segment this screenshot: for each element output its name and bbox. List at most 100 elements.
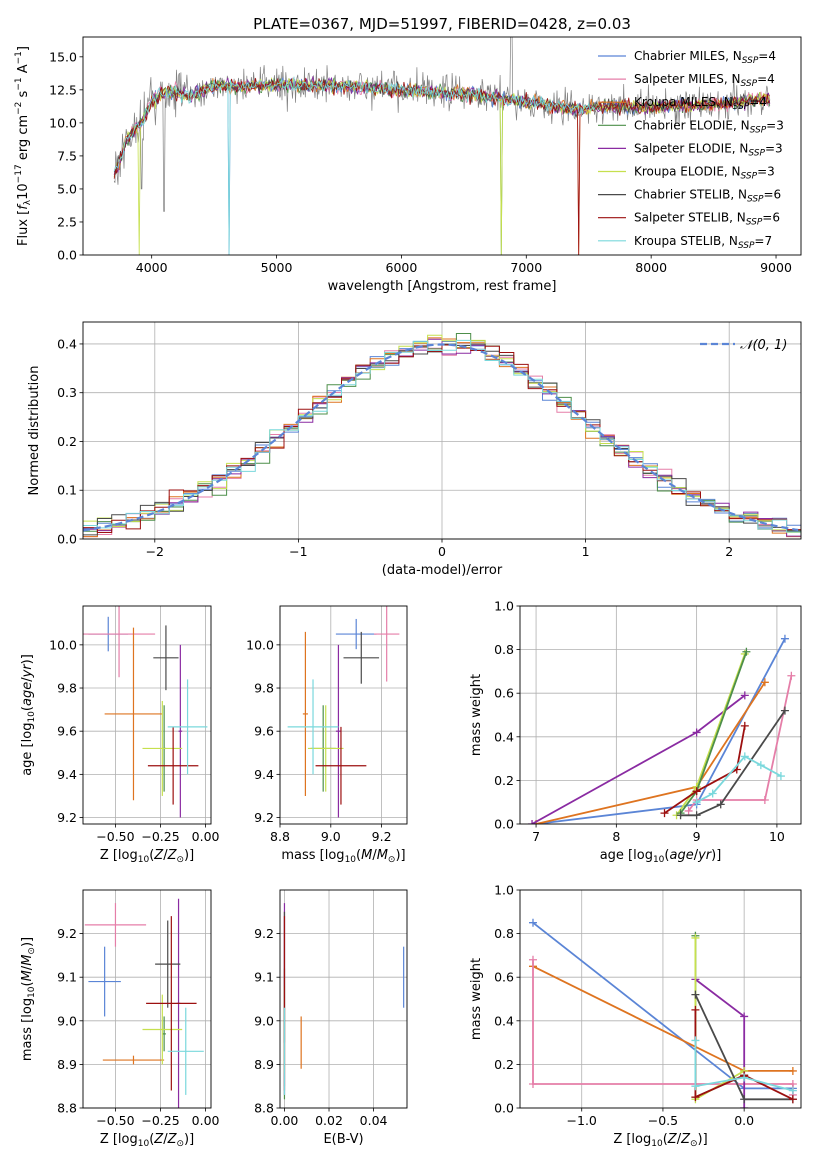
y-axis-label: mass weight <box>469 674 484 756</box>
point-marker <box>780 634 789 643</box>
y-tick-label: 9.1 <box>57 970 77 985</box>
x-axis-label: mass [log10(M/M⊙)] <box>281 848 405 865</box>
axes-frame <box>519 605 802 825</box>
x-tick-label: 0 <box>438 544 446 559</box>
x-tick-label: 0.02 <box>315 1113 343 1128</box>
x-tick-label: −0.50 <box>96 1113 134 1128</box>
point-marker <box>660 809 669 818</box>
point-marker <box>691 1093 700 1102</box>
x-tick-label: 5000 <box>261 260 293 275</box>
legend-nssp-value: =3 <box>765 141 783 155</box>
plot-area-spectrum <box>113 37 771 255</box>
point-marker <box>742 647 751 656</box>
point-marker <box>691 1082 700 1091</box>
y-tick-label: 0.2 <box>494 1057 514 1072</box>
x-tick-label: 9000 <box>760 260 792 275</box>
y-tick-label: 9.1 <box>254 970 274 985</box>
legend-nssp-value: =4 <box>758 49 776 63</box>
x-tick-label: 8000 <box>635 260 667 275</box>
legend-nssp-value: =4 <box>757 72 775 86</box>
y-tick-label: 9.2 <box>254 926 274 941</box>
series-line <box>680 710 786 817</box>
point-marker <box>716 800 725 809</box>
normal-legend-label: 𝒩(0, 1) <box>740 338 787 353</box>
y-tick-label: 0.4 <box>57 336 77 351</box>
legend-nssp-value: =6 <box>764 188 782 202</box>
y-tick-label: 10.0 <box>246 637 274 652</box>
legend-nssp-prefix: , N <box>733 118 750 132</box>
legend-label: Kroupa ELODIE, NSSP=3 <box>634 165 775 182</box>
legend-nssp-prefix: , N <box>732 141 749 155</box>
legend-nssp-subscript: SSP <box>738 241 755 251</box>
point-marker <box>780 706 789 715</box>
point-marker <box>691 1036 700 1045</box>
y-axis-label: mass weight <box>469 958 484 1040</box>
legend-nssp-prefix: , N <box>724 72 741 86</box>
y-axis-label: Normed distribution <box>27 366 42 496</box>
point-marker <box>740 1095 749 1104</box>
point-marker <box>788 1066 797 1075</box>
y-tick-label: 9.4 <box>57 767 77 782</box>
panel-massweight-vs-Z: −1.0 −0.5 0.0 0.0 0.2 0.4 0.6 0.8 1.0 Z [log10(Z/… <box>469 883 802 1149</box>
legend-nssp-subscript: SSP <box>750 125 767 135</box>
axes-frame <box>82 889 212 1109</box>
legend-label: Kroupa MILES, NSSP=4 <box>634 95 767 112</box>
y-tick-label: 0.0 <box>494 817 514 832</box>
x-tick-label: 1 <box>582 544 590 559</box>
plot-area-age-vs-mass <box>287 606 400 818</box>
legend-series-name: Salpeter ELODIE <box>634 141 732 155</box>
series-line <box>687 675 793 812</box>
y-tick-label: 9.0 <box>254 1013 274 1028</box>
axes-frame <box>519 889 802 1109</box>
series-line <box>663 725 746 814</box>
y-tick-label: 0.2 <box>494 773 514 788</box>
legend-nssp-prefix: , N <box>721 234 738 248</box>
x-tick-label: 0.00 <box>271 1113 299 1128</box>
legend-nssp-value: =4 <box>749 95 767 109</box>
point-marker <box>692 811 701 820</box>
y-tick-label: 9.2 <box>57 926 77 941</box>
point-marker <box>684 806 693 815</box>
y-tick-label: 0.0 <box>57 248 77 263</box>
plot-area-massweight-vs-age <box>528 634 796 824</box>
x-axis-label: (data-model)/error <box>382 563 503 578</box>
point-marker <box>676 811 685 820</box>
x-tick-label: 9.2 <box>372 829 392 844</box>
point-marker <box>787 671 796 680</box>
legend-series-name: Kroupa ELODIE <box>634 165 724 179</box>
x-tick-label: 0.00 <box>192 829 220 844</box>
point-marker <box>528 1080 537 1089</box>
y-tick-label: 0.4 <box>494 1013 514 1028</box>
x-tick-label: −0.25 <box>141 1113 179 1128</box>
x-tick-label: 0.00 <box>192 1113 220 1128</box>
y-tick-label: 0.0 <box>494 1101 514 1116</box>
point-marker <box>692 798 701 807</box>
point-marker <box>692 787 701 796</box>
y-tick-label: 0.6 <box>494 686 514 701</box>
y-tick-label: 15.0 <box>49 49 77 64</box>
x-tick-label: −0.5 <box>648 1113 678 1128</box>
plot-area-massweight-vs-Z <box>528 918 797 1108</box>
y-tick-label: 9.6 <box>57 724 77 739</box>
figure-title: PLATE=0367, MJD=51997, FIBERID=0428, z=0… <box>253 15 631 33</box>
x-tick-label: 0.04 <box>360 1113 388 1128</box>
x-axis-label: E(B-V) <box>323 1132 363 1147</box>
point-marker <box>691 1005 700 1014</box>
point-marker <box>691 990 700 999</box>
legend-nssp-subscript: SSP <box>742 56 759 66</box>
legend-nssp-value: =6 <box>762 211 780 225</box>
panel-massweight-vs-age: 7 8 9 10 0.0 0.2 0.4 0.6 0.8 1.0 age [log10(age/yr… <box>469 599 802 865</box>
legend-series-name: Kroupa MILES <box>634 95 716 109</box>
x-tick-label: 0.0 <box>734 1113 754 1128</box>
y-tick-label: 8.9 <box>254 1057 274 1072</box>
legend-nssp-subscript: SSP <box>746 218 763 228</box>
x-tick-label: −0.50 <box>96 829 134 844</box>
y-tick-label: 0.3 <box>57 385 77 400</box>
axes-frame <box>279 605 408 825</box>
x-tick-label: −1 <box>289 544 307 559</box>
point-marker <box>708 789 717 798</box>
x-tick-label: 4000 <box>136 260 168 275</box>
y-tick-label: 12.5 <box>49 82 77 97</box>
point-marker <box>740 691 749 700</box>
